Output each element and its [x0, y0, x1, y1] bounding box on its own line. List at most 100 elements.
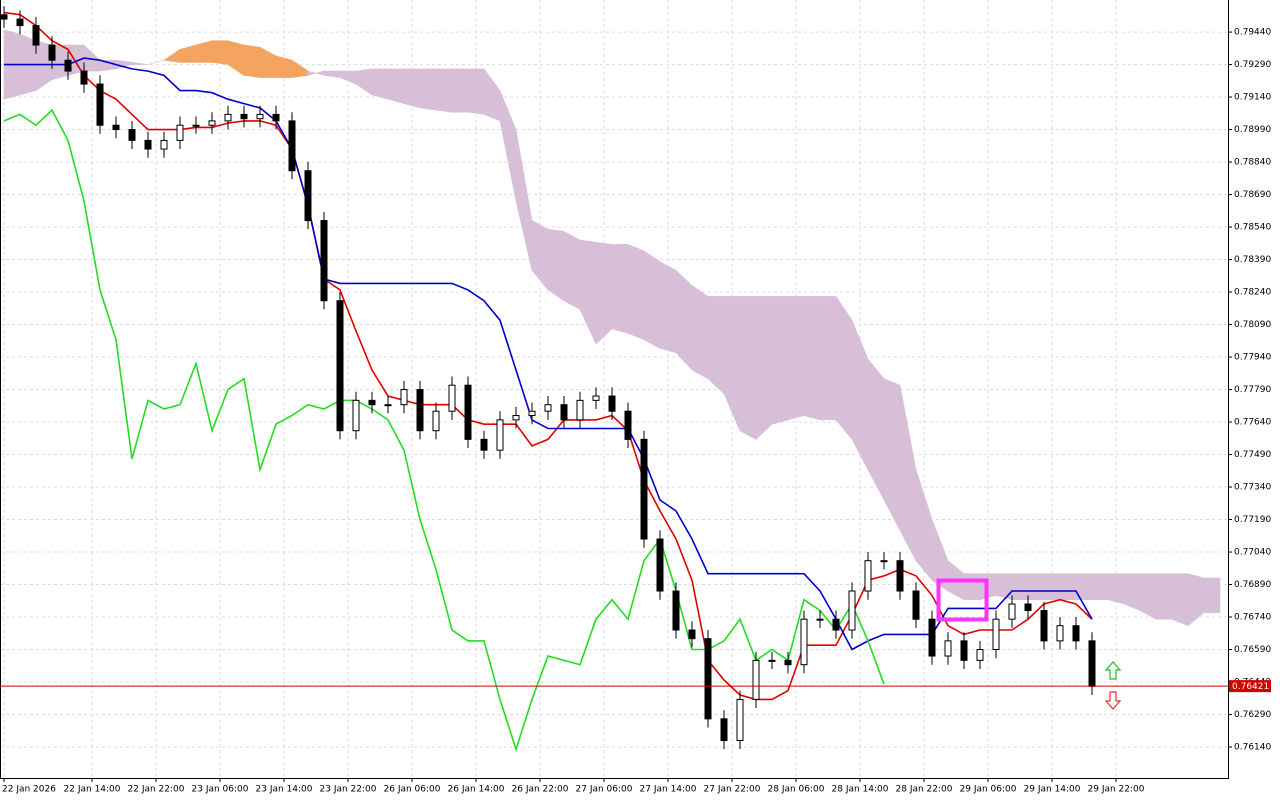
x-tick-label: 27 Jan 22:00: [704, 785, 761, 795]
cloud-segment: [739, 296, 757, 440]
candle-body: [384, 404, 392, 407]
cloud-layer: [3, 29, 1221, 627]
x-tick-label: 26 Jan 14:00: [448, 785, 505, 795]
y-tick-label: 0.78240: [1234, 288, 1271, 298]
candle-body: [960, 640, 968, 661]
candle-body: [592, 395, 600, 401]
cloud-segment: [1171, 573, 1189, 627]
y-tick-label: 0.78390: [1234, 255, 1271, 265]
indicator-line: [3, 108, 885, 752]
cloud-segment: [387, 68, 405, 104]
candle-body: [96, 83, 104, 126]
x-tick-label: 23 Jan 22:00: [320, 785, 377, 795]
y-tick-label: 0.79440: [1234, 28, 1271, 38]
cloud-segment: [403, 68, 421, 109]
candle-body: [896, 560, 904, 592]
candle-body: [432, 410, 440, 432]
candle-body: [64, 59, 72, 72]
candle-body: [912, 590, 920, 620]
x-tick-label: 22 Jan 2026: [2, 785, 56, 795]
y-tick-label: 0.78540: [1234, 223, 1271, 233]
cloud-segment: [611, 244, 629, 334]
cloud-segment: [755, 296, 773, 441]
cloud-segment: [1043, 573, 1061, 600]
candle-body: [1040, 610, 1048, 642]
candle-body: [512, 415, 520, 421]
candle-body: [256, 113, 264, 120]
x-tick-label: 29 Jan 06:00: [960, 785, 1017, 795]
y-tick-label: 0.77040: [1234, 548, 1271, 558]
cloud-segment: [675, 269, 693, 371]
candle-body: [240, 113, 248, 120]
candle-body: [736, 698, 744, 742]
cloud-segment: [419, 68, 437, 111]
candle-body: [352, 399, 360, 432]
cloud-segment: [691, 284, 709, 380]
y-tick-label: 0.77190: [1234, 515, 1271, 525]
candle-body: [1024, 603, 1032, 612]
candle-body: [16, 18, 24, 27]
candle-body: [608, 395, 616, 412]
candle-body: [816, 618, 824, 621]
last-price-box: [1229, 680, 1271, 693]
cloud-segment: [627, 243, 645, 341]
candle-body: [976, 649, 984, 661]
cloud-segment: [243, 44, 261, 78]
candle-body: [768, 659, 776, 662]
y-tick-label: 0.76140: [1234, 743, 1271, 753]
candle-body: [848, 590, 856, 631]
cloud-segment: [1107, 573, 1125, 605]
y-tick-label: 0.78090: [1234, 320, 1271, 330]
candle-body: [48, 44, 56, 61]
cloud-segment: [451, 68, 469, 113]
candle-body: [464, 384, 472, 440]
cloud-segment: [467, 68, 485, 115]
down-arrow: [1104, 691, 1122, 710]
x-tick-label: 27 Jan 06:00: [576, 785, 633, 795]
indicator-line: [4, 57, 1093, 651]
cloud-segment: [563, 230, 581, 310]
y-tick-label: 0.78690: [1234, 190, 1271, 200]
up-arrow: [1104, 661, 1122, 680]
y-tick-label: 0.79140: [1234, 93, 1271, 103]
candle-body: [656, 538, 664, 592]
cloud-segment: [131, 62, 149, 65]
candle-body: [992, 618, 1000, 651]
cloud-segment: [1203, 577, 1221, 613]
candle-body: [928, 618, 936, 657]
candle-body: [1008, 603, 1016, 620]
y-tick-label: 0.79290: [1234, 60, 1271, 70]
cloud-segment: [211, 40, 229, 65]
cloud-segment: [371, 68, 389, 100]
candle-body: [1088, 640, 1096, 687]
y-tick-label: 0.78990: [1234, 125, 1271, 135]
y-tick-label: 0.76590: [1234, 645, 1271, 655]
candle-body: [624, 410, 632, 440]
candle-body: [880, 560, 888, 563]
x-tick-label: 28 Jan 06:00: [768, 785, 825, 795]
y-tick-label: 0.77940: [1234, 353, 1271, 363]
x-tick-label: 27 Jan 14:00: [640, 785, 697, 795]
x-tick-label: 28 Jan 22:00: [896, 785, 953, 795]
candle-body: [1056, 625, 1064, 642]
candle-body: [192, 124, 200, 127]
candle-body: [784, 659, 792, 666]
last-price-label: 0.76421: [1232, 682, 1269, 692]
candle-body: [720, 718, 728, 742]
candle-body: [480, 438, 488, 451]
cloud-segment: [995, 573, 1013, 601]
candle-body: [752, 659, 760, 700]
cloud-segment: [1091, 573, 1109, 600]
cloud-segment: [803, 296, 821, 421]
x-tick-label: 29 Jan 22:00: [1088, 785, 1145, 795]
x-tick-label: 22 Jan 22:00: [128, 785, 185, 795]
candles-layer: [0, 6, 1096, 750]
cloud-segment: [595, 241, 613, 345]
cloud-segment: [963, 573, 981, 600]
cloud-segment: [787, 296, 805, 421]
candle-body: [320, 220, 328, 302]
y-tick-label: 0.76890: [1234, 580, 1271, 590]
cloud-segment: [771, 296, 789, 425]
x-tick-label: 23 Jan 06:00: [192, 785, 249, 795]
